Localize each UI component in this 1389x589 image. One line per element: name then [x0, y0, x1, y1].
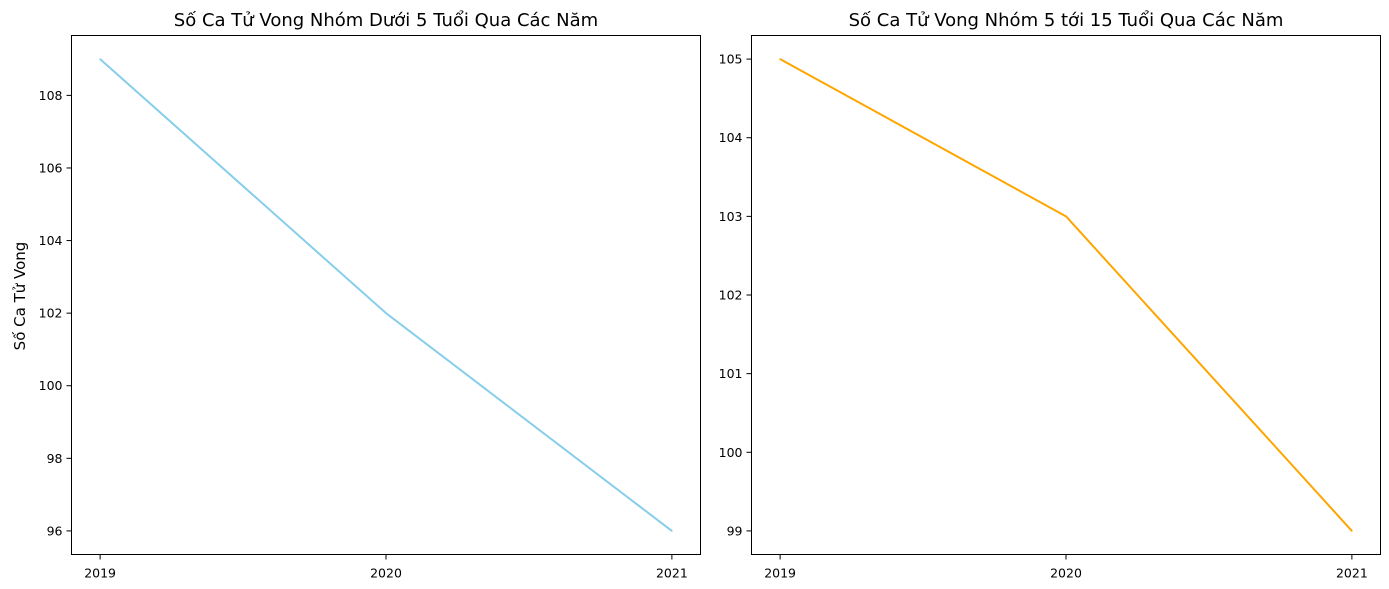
plot-frame: [71, 35, 701, 555]
y-tick-label: 102: [719, 288, 743, 303]
series-line: [99, 58, 673, 532]
tick-layer: 2019 2020 2021 96 98 100 102 104 106 108: [39, 88, 688, 581]
series-layer: [779, 58, 1353, 532]
y-tick-label: 105: [719, 52, 743, 67]
y-tick-label: 104: [719, 130, 743, 145]
plot-frame: [751, 35, 1381, 555]
y-tick-label: 103: [719, 209, 743, 224]
y-tick-label: 96: [47, 523, 63, 538]
data-point: [1351, 530, 1353, 532]
series-line: [779, 58, 1353, 532]
tick-layer: 2019 2020 2021 99 100 101 102 103 104 105: [719, 52, 1368, 581]
x-tick-label: 2019: [764, 566, 796, 581]
y-tick-label: 106: [39, 160, 63, 175]
y-axis-label: Số Ca Tử Vong: [11, 242, 29, 351]
chart-title: Số Ca Tử Vong Nhóm 5 tới 15 Tuổi Qua Các…: [849, 10, 1284, 31]
data-point: [99, 58, 101, 60]
y-tick-label: 99: [727, 523, 743, 538]
x-tick-label: 2021: [656, 566, 688, 581]
x-tick-label: 2021: [1336, 566, 1368, 581]
chart-title: Số Ca Tử Vong Nhóm Dưới 5 Tuổi Qua Các N…: [174, 10, 598, 31]
y-tick-label: 104: [39, 233, 63, 248]
y-tick-label: 108: [39, 88, 63, 103]
data-point: [671, 530, 673, 532]
series-layer: [99, 58, 673, 532]
y-tick-label: 100: [719, 445, 743, 460]
data-point: [1065, 215, 1067, 218]
y-tick-label: 101: [719, 366, 743, 381]
chart-5-to-15: Số Ca Tử Vong Nhóm 5 tới 15 Tuổi Qua Các…: [719, 10, 1381, 581]
y-tick-label: 102: [39, 306, 63, 321]
y-tick-label: 100: [39, 378, 63, 393]
x-tick-label: 2019: [84, 566, 116, 581]
data-point: [385, 312, 387, 314]
x-tick-label: 2020: [370, 566, 402, 581]
data-point: [779, 58, 781, 60]
x-tick-label: 2020: [1050, 566, 1082, 581]
chart-under-5: Số Ca Tử Vong Nhóm Dưới 5 Tuổi Qua Các N…: [11, 10, 701, 581]
y-tick-label: 98: [47, 451, 63, 466]
